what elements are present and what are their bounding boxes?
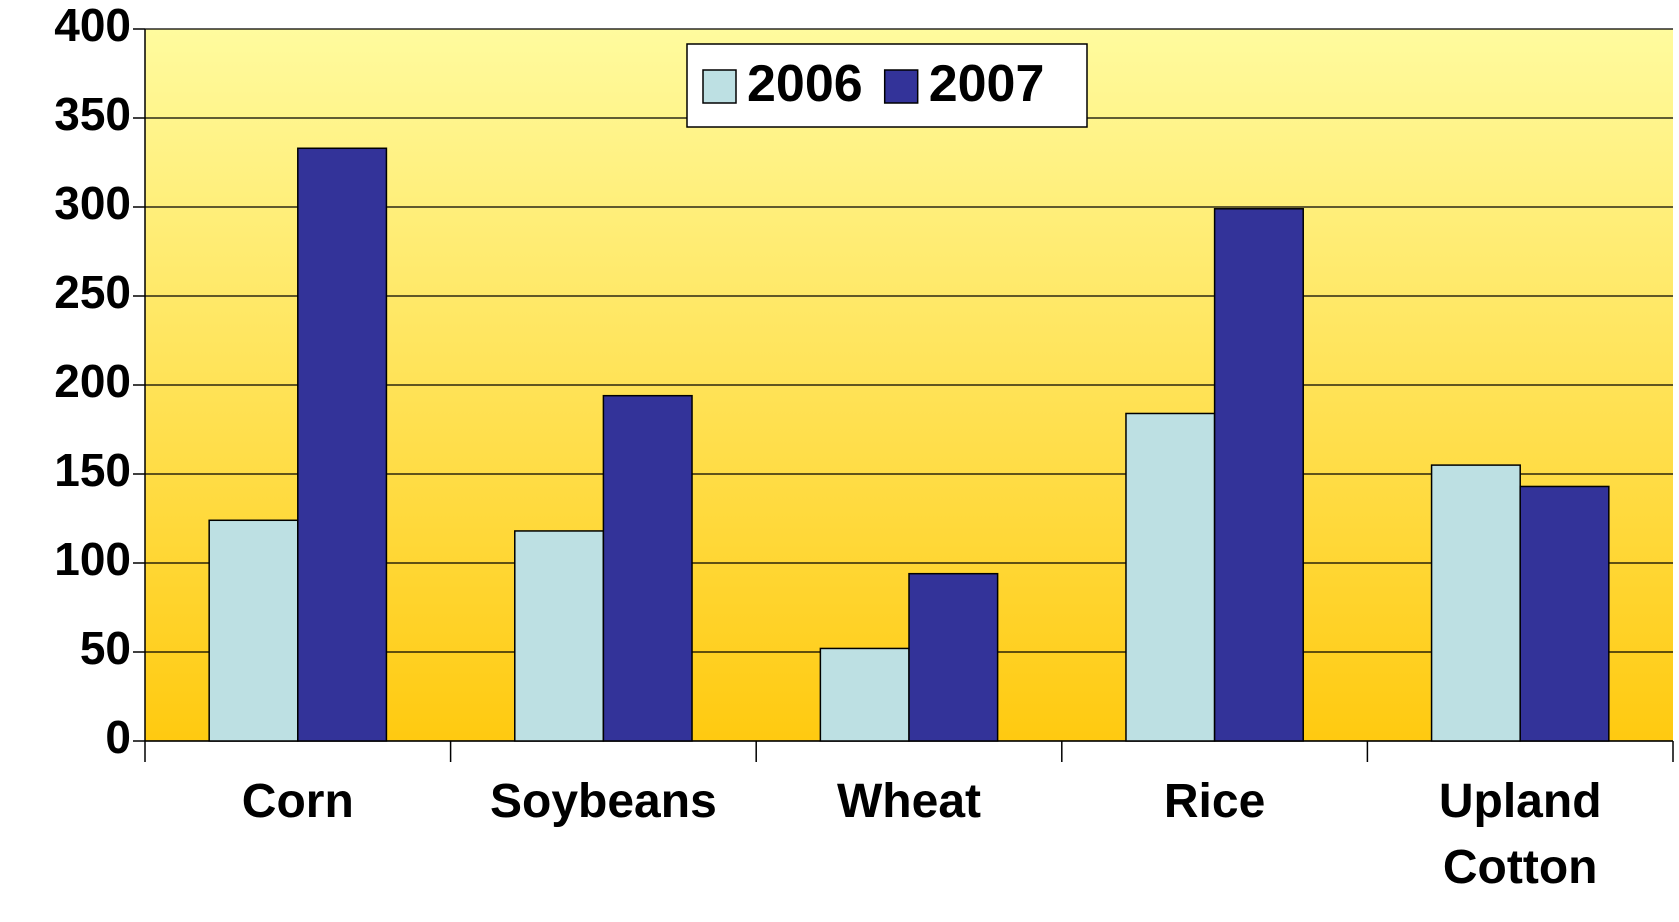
y-tick-label: 50	[80, 622, 131, 674]
x-tick-label: Rice	[1163, 775, 1266, 828]
y-tick-label: 350	[54, 88, 131, 140]
x-tick-label: Corn	[241, 775, 354, 828]
bar	[1213, 208, 1304, 742]
bar	[208, 519, 299, 742]
bar	[908, 572, 999, 742]
y-tick-label: 300	[54, 177, 131, 229]
bar	[514, 530, 605, 742]
bar	[1430, 464, 1521, 742]
x-tick-label: Soybeans	[490, 775, 717, 828]
x-tick-label: Wheat	[837, 775, 981, 828]
bar	[297, 147, 388, 742]
legend-swatch	[883, 69, 919, 104]
y-tick-label: 400	[54, 0, 131, 51]
y-tick-label: 150	[54, 444, 131, 496]
legend-label: 2007	[929, 55, 1045, 113]
legend-label: 2006	[747, 55, 863, 113]
y-tick-label: 250	[54, 266, 131, 318]
bar	[602, 394, 693, 742]
bar	[819, 647, 910, 742]
bar	[1519, 485, 1610, 742]
bar	[1125, 412, 1216, 742]
y-tick-label: 200	[54, 355, 131, 407]
y-tick-label: 100	[54, 533, 131, 585]
legend-swatch	[702, 69, 737, 104]
y-tick-label: 0	[105, 711, 131, 763]
x-tick-label: Upland Cotton	[1438, 775, 1602, 894]
